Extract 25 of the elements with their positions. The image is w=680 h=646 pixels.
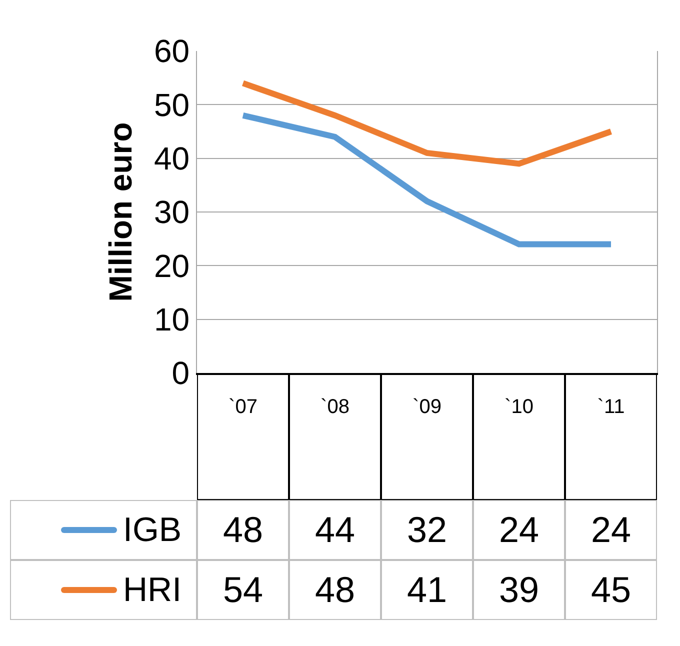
x-tick-label: `11 <box>597 396 625 418</box>
data-label: 39 <box>473 560 565 620</box>
y-tick-label: 30 <box>154 194 190 230</box>
x-tick-label: `09 <box>412 396 442 418</box>
y-tick-label: 50 <box>154 86 190 123</box>
y-tick-label: 20 <box>154 248 190 284</box>
data-label: 44 <box>289 500 381 560</box>
data-label: 24 <box>473 500 565 560</box>
data-label: 45 <box>565 560 657 620</box>
y-tick-label: 40 <box>154 140 190 177</box>
data-label: 24 <box>565 500 657 560</box>
x-tick-label: `07 <box>228 396 258 418</box>
x-tick-label: `10 <box>504 396 534 418</box>
legend-label: HRI <box>123 570 182 610</box>
legend-label: IGB <box>123 510 182 550</box>
y-tick-label: 60 <box>154 33 190 70</box>
y-tick-label: 10 <box>154 302 190 338</box>
data-label: 48 <box>197 500 289 560</box>
data-label: 41 <box>381 560 473 620</box>
y-tick-label: 0 <box>172 355 190 392</box>
data-label: 48 <box>289 560 381 620</box>
y-axis-title: Million euro <box>102 122 138 302</box>
x-tick-label: `08 <box>320 396 350 418</box>
data-label: 54 <box>197 560 289 620</box>
data-label: 32 <box>381 500 473 560</box>
